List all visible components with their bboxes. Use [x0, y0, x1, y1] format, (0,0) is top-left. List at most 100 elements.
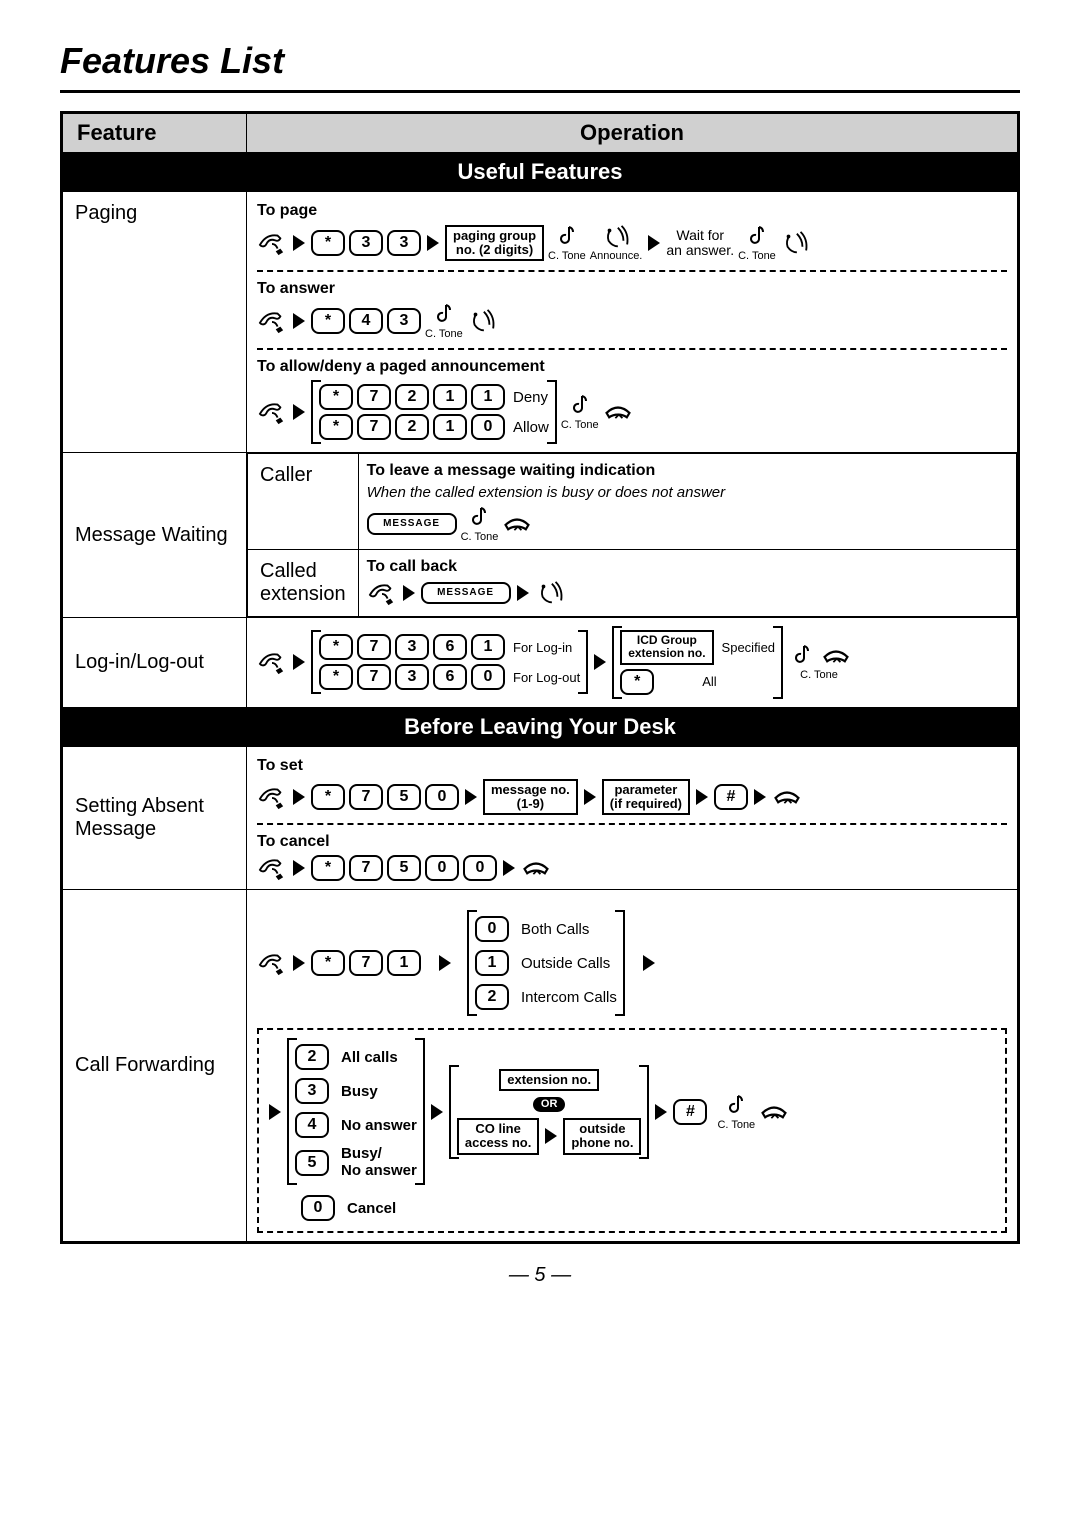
arrow-icon	[643, 955, 655, 971]
key: 7	[349, 784, 383, 810]
dashed-separator	[257, 270, 1007, 272]
ctone-label: C. Tone	[425, 328, 463, 340]
key-hash: #	[673, 1099, 707, 1125]
ctone-block: C. Tone	[561, 393, 599, 431]
operation-message-waiting: Caller To leave a message waiting indica…	[247, 453, 1019, 618]
key: 7	[357, 664, 391, 690]
offhook-icon	[257, 308, 287, 334]
wait-text: Wait for an answer.	[666, 228, 734, 259]
key-3: 3	[387, 308, 421, 334]
ctone-block2: C. Tone	[738, 224, 776, 262]
key: *	[319, 384, 353, 410]
message-button: MESSAGE	[421, 582, 511, 604]
all-label: All	[698, 675, 716, 688]
key-star: *	[311, 308, 345, 334]
page-title: Features List	[60, 40, 1020, 82]
callback-title: To call back	[367, 558, 1008, 576]
feature-paging: Paging	[62, 192, 247, 453]
box-l2: extension no.	[628, 646, 705, 660]
ctone-label: C. Tone	[800, 669, 838, 681]
key: 1	[475, 950, 509, 976]
opt-label: All calls	[337, 1050, 398, 1065]
confirmation-tone-icon	[721, 1093, 751, 1119]
box-l2: (1-9)	[517, 796, 544, 811]
leave-msg-sub: When the called extension is busy or doe…	[367, 484, 1008, 501]
features-table: Feature Operation Useful Features Paging…	[60, 111, 1020, 1244]
arrow-icon	[293, 955, 305, 971]
key-4: 4	[349, 308, 383, 334]
key: *	[319, 414, 353, 440]
talk-icon	[780, 230, 810, 256]
offhook-icon	[257, 399, 287, 425]
feature-message-waiting: Message Waiting	[62, 453, 247, 618]
key: 1	[387, 950, 421, 976]
callback-seq: MESSAGE	[367, 580, 1008, 606]
arrow-icon	[655, 1104, 667, 1120]
key-star: *	[620, 669, 654, 695]
arrow-icon	[465, 789, 477, 805]
key: *	[319, 634, 353, 660]
arrow-icon	[584, 789, 596, 805]
key: 7	[357, 414, 391, 440]
key: *	[311, 784, 345, 810]
logout-label: For Log-out	[509, 671, 580, 684]
leave-msg-seq: MESSAGE C. Tone	[367, 505, 1008, 543]
paging-group-box: paging group no. (2 digits)	[445, 225, 544, 262]
arrow-icon	[403, 585, 415, 601]
key-3b: 3	[387, 230, 421, 256]
opt-label: Outside Calls	[517, 956, 610, 971]
dashed-separator	[257, 348, 1007, 350]
key: *	[311, 950, 345, 976]
arrow-icon	[517, 585, 529, 601]
box-l1: paging group	[453, 228, 536, 243]
key: 0	[301, 1195, 335, 1221]
key: 5	[295, 1150, 329, 1176]
arrow-icon	[293, 235, 305, 251]
offhook-icon	[257, 950, 287, 976]
deny-label: Deny	[509, 390, 548, 405]
onhook-icon	[521, 855, 551, 881]
called-ext-op: To call back MESSAGE	[358, 550, 1016, 617]
login-label: For Log-in	[509, 641, 572, 654]
wait-l2: an answer.	[666, 242, 734, 258]
onhook-icon	[821, 643, 851, 669]
fwd-cancel-row: 0 Cancel	[301, 1195, 997, 1221]
announce-block: Announce.	[590, 224, 643, 262]
to-cancel-title: To cancel	[257, 833, 1007, 851]
operation-absent-message: To set * 7 5 0 message no. (1-9) paramet…	[247, 746, 1019, 890]
operation-paging: To page * 3 3 paging group no. (2 digits…	[247, 192, 1019, 453]
leave-msg-title: To leave a message waiting indication	[367, 462, 1008, 480]
feature-absent-message: Setting Absent Message	[62, 746, 247, 890]
key: 1	[433, 414, 467, 440]
announce-label: Announce.	[590, 250, 643, 262]
arrow-icon	[754, 789, 766, 805]
outside-phone-box: outside phone no.	[563, 1118, 641, 1155]
caller-op: To leave a message waiting indication Wh…	[358, 454, 1016, 550]
ctone-block: C. Tone	[717, 1093, 755, 1131]
key: 7	[349, 950, 383, 976]
fwd-bottom-seq: 2All calls 3Busy 4No answer 5Busy/ No an…	[267, 1038, 997, 1185]
arrow-icon	[545, 1128, 557, 1144]
onhook-icon	[759, 1099, 789, 1125]
key: 3	[395, 664, 429, 690]
offhook-icon	[257, 649, 287, 675]
arrow-icon	[503, 860, 515, 876]
talk-icon	[467, 308, 497, 334]
ctone-block: C. Tone	[787, 643, 851, 681]
confirmation-tone-icon	[552, 224, 582, 250]
allow-label: Allow	[509, 420, 549, 435]
section-label: Useful Features	[62, 153, 1019, 192]
to-page-title: To page	[257, 202, 1007, 220]
row-message-waiting: Message Waiting Caller To leave a messag…	[62, 453, 1019, 618]
opt-label: No answer	[337, 1118, 417, 1133]
allow-deny-seq: * 7 2 1 1 Deny * 7 2 1 0	[257, 380, 1007, 444]
section-label: Before Leaving Your Desk	[62, 707, 1019, 746]
key: 3	[295, 1078, 329, 1104]
key: 1	[433, 384, 467, 410]
ctone-block: C. Tone	[461, 505, 499, 543]
confirmation-tone-icon	[429, 302, 459, 328]
header-row: Feature Operation	[62, 113, 1019, 153]
box-l1: ICD Group	[637, 633, 697, 647]
arrow-icon	[293, 860, 305, 876]
onhook-icon	[603, 399, 633, 425]
